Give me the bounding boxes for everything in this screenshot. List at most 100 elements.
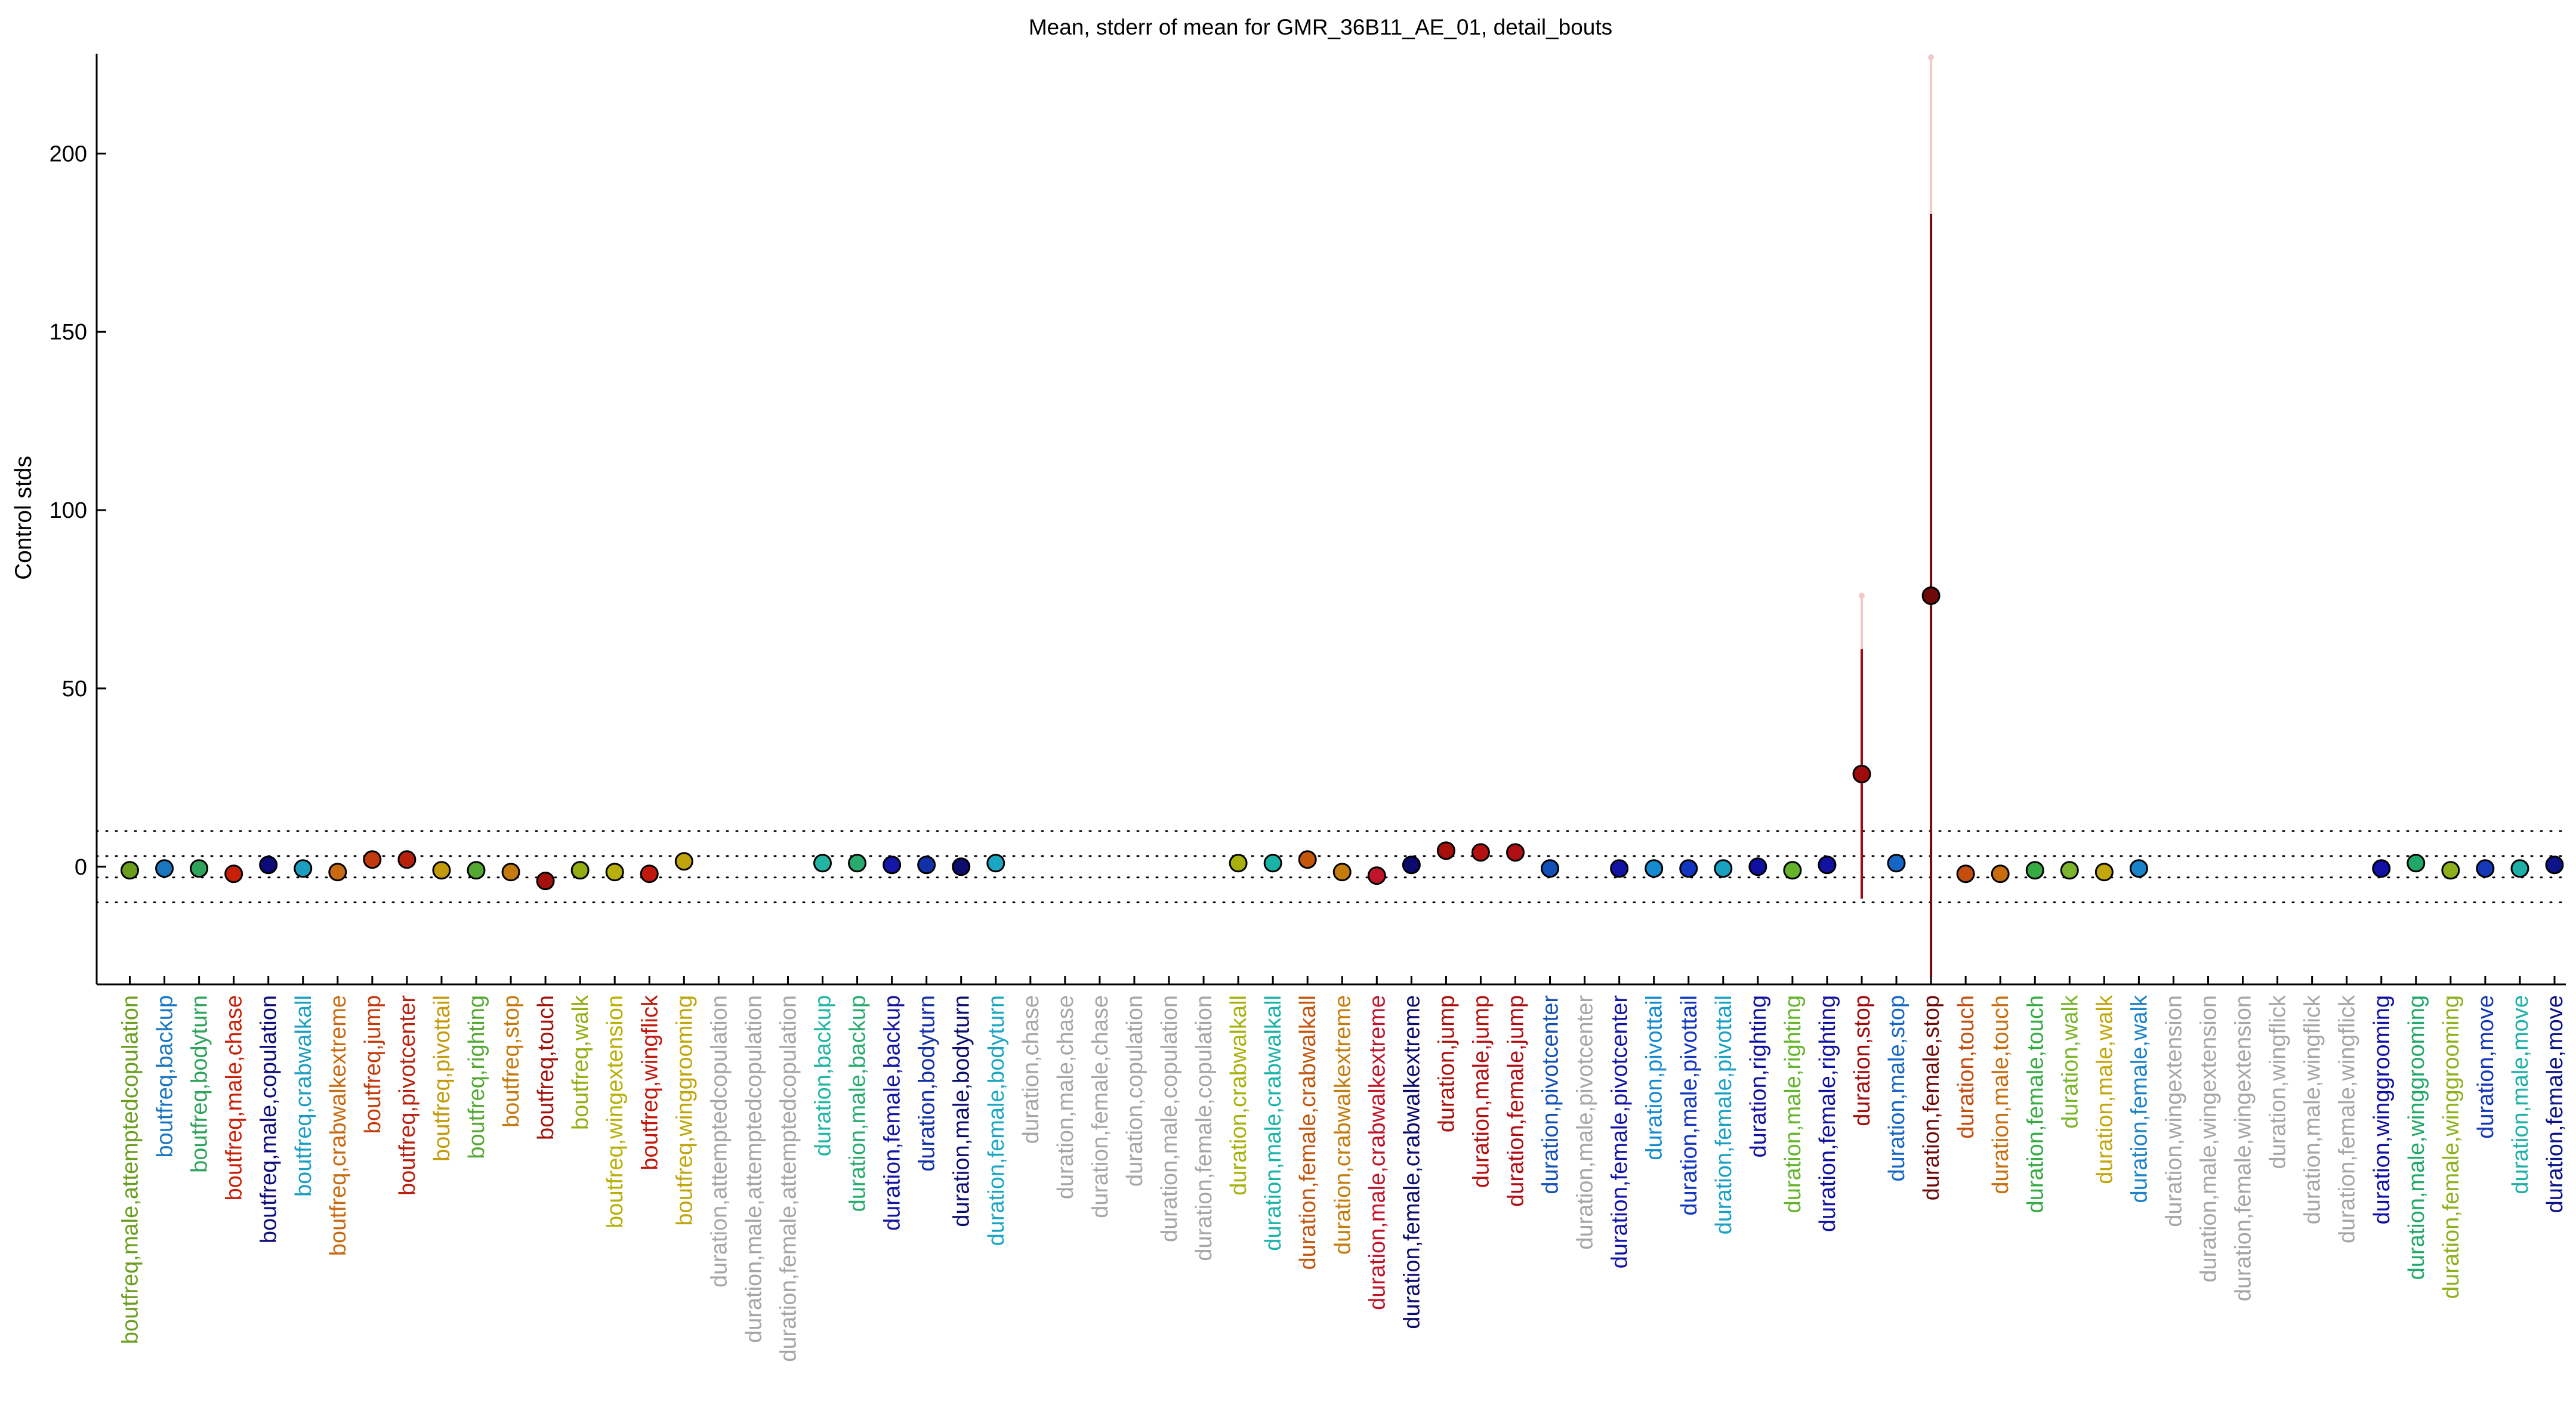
x-tick-label: duration,attemptedcopulation [707, 995, 732, 1287]
data-point [190, 859, 209, 878]
data-point [2476, 859, 2495, 878]
x-tick-label: duration,male,touch [1988, 995, 2013, 1194]
data-point [2545, 856, 2564, 875]
x-tick-label: duration,male,stop [1884, 995, 1909, 1182]
data-point [1748, 857, 1767, 876]
x-tick-label: boutfreq,bodyturn [187, 995, 212, 1173]
reference-lines [95, 830, 2567, 904]
data-point [1679, 859, 1698, 878]
data-point [1506, 843, 1525, 862]
data-point [1298, 850, 1317, 869]
x-tick-label: duration,male,wingextension [2196, 995, 2222, 1283]
x-tick-label: duration,male,copulation [1157, 995, 1182, 1242]
x-tick-label: duration,copulation [1122, 995, 1147, 1187]
x-tick-label: duration,female,crabwalkall [1295, 995, 1321, 1270]
data-point [1610, 859, 1629, 878]
x-tick-label: duration,righting [1746, 995, 1771, 1158]
x-tick-label: boutfreq,crabwalkall [291, 995, 316, 1197]
x-tick-label: duration,male,righting [1781, 995, 1806, 1213]
x-tick-label: duration,male,winggrooming [2404, 995, 2429, 1280]
x-tick-label: boutfreq,pivottail [430, 995, 455, 1162]
x-tick-label: boutfreq,pivotcenter [395, 995, 420, 1196]
x-tick-label: duration,male,pivottail [1677, 995, 1702, 1216]
x-tick-label: duration,female,move [2543, 995, 2568, 1213]
data-point [1263, 854, 1282, 873]
x-tick-label: duration,female,pivottail [1711, 995, 1736, 1234]
data-point [1921, 586, 1941, 606]
data-point [467, 861, 486, 880]
x-tick-label: duration,female,pivotcenter [1608, 995, 1633, 1269]
x-tick-label: duration,female,copulation [1192, 995, 1217, 1261]
data-point [121, 861, 139, 880]
axes [95, 54, 2566, 986]
x-tick-label: duration,winggrooming [2370, 995, 2395, 1224]
x-tick-labels: boutfreq,male,attemptedcopulation boutfre… [118, 995, 2568, 1362]
x-tick-label: duration,male,chase [1053, 995, 1078, 1199]
data-point [328, 863, 347, 882]
data-point [501, 863, 520, 882]
data-point [674, 852, 693, 871]
data-point [1436, 841, 1455, 860]
x-tick-label: duration,male,attemptedcopulation [741, 995, 766, 1343]
data-point [2510, 859, 2529, 878]
x-tick-label: duration,female,touch [2023, 995, 2048, 1213]
y-tick-label: 50 [62, 677, 87, 702]
y-tick-label: 150 [50, 320, 87, 345]
x-tick-label: duration,male,bodyturn [949, 995, 974, 1227]
error-bars [128, 54, 2556, 978]
x-tick-label: duration,male,move [2508, 995, 2533, 1194]
x-tick-label: duration,male,crabwalkall [1261, 995, 1286, 1251]
data-point [640, 864, 659, 884]
data-point [2372, 859, 2391, 878]
x-tick-label: duration,female,walk [2127, 995, 2152, 1203]
data-point [2407, 854, 2426, 873]
x-tick-label: boutfreq,male,attemptedcopulation [118, 995, 143, 1344]
x-tick-label: boutfreq,male,copulation [257, 995, 282, 1243]
data-point [1956, 864, 1975, 884]
data-point [813, 854, 832, 873]
x-tick-label: boutfreq,wingextension [603, 995, 628, 1228]
x-tick-label: boutfreq,backup [153, 995, 178, 1158]
x-tick-label: boutfreq,jump [360, 995, 385, 1134]
x-tick-label: duration,crabwalkall [1226, 995, 1251, 1196]
x-tick-label: duration,female,stop [1919, 995, 1944, 1200]
x-tick-label: duration,pivotcenter [1538, 995, 1563, 1194]
data-point [2060, 861, 2079, 880]
data-point [363, 850, 382, 869]
x-tick-label: duration,male,wingflick [2300, 995, 2325, 1224]
data-point [1887, 854, 1906, 873]
x-tick-label: duration,female,backup [880, 995, 905, 1231]
x-tick-label: duration,touch [1954, 995, 1979, 1139]
confidence-interval-cap [1859, 592, 1865, 599]
x-tick-label: duration,move [2473, 995, 2498, 1139]
y-tick-label: 0 [75, 855, 87, 880]
x-tick-label: boutfreq,winggrooming [672, 995, 697, 1226]
data-point [1991, 864, 2010, 884]
data-point [1541, 859, 1560, 878]
data-point [2441, 861, 2460, 880]
chart-title: Mean, stderr of mean for GMR_36B11_AE_01… [1029, 15, 1612, 39]
x-tick-label: duration,wingextension [2161, 995, 2186, 1227]
data-point [986, 854, 1005, 873]
x-tick-label: duration,bodyturn [915, 995, 940, 1172]
data-point [432, 861, 451, 880]
y-ticks: 0 50 100 150 200 [50, 141, 106, 880]
data-point [1367, 866, 1386, 885]
x-tick-label: duration,crabwalkextreme [1330, 995, 1355, 1255]
x-tick-label: duration,jump [1434, 995, 1459, 1132]
x-tick-label: duration,stop [1850, 995, 1875, 1126]
x-tick-label: duration,female,attemptedcopulation [776, 995, 801, 1362]
y-axis-label: Control stds [11, 456, 36, 580]
x-tick-label: duration,pivottail [1642, 995, 1667, 1160]
x-tick-label: duration,wingflick [2266, 995, 2291, 1169]
x-tick-label: duration,female,righting [1815, 995, 1840, 1232]
data-point [1645, 859, 1664, 878]
confidence-interval-cap [1928, 54, 1935, 60]
data-point [848, 854, 867, 873]
data-point [2094, 863, 2114, 882]
x-tick-label: boutfreq,wingflick [637, 995, 662, 1171]
data-point [605, 863, 624, 882]
data-point [155, 859, 174, 878]
data-point [1852, 764, 1871, 783]
